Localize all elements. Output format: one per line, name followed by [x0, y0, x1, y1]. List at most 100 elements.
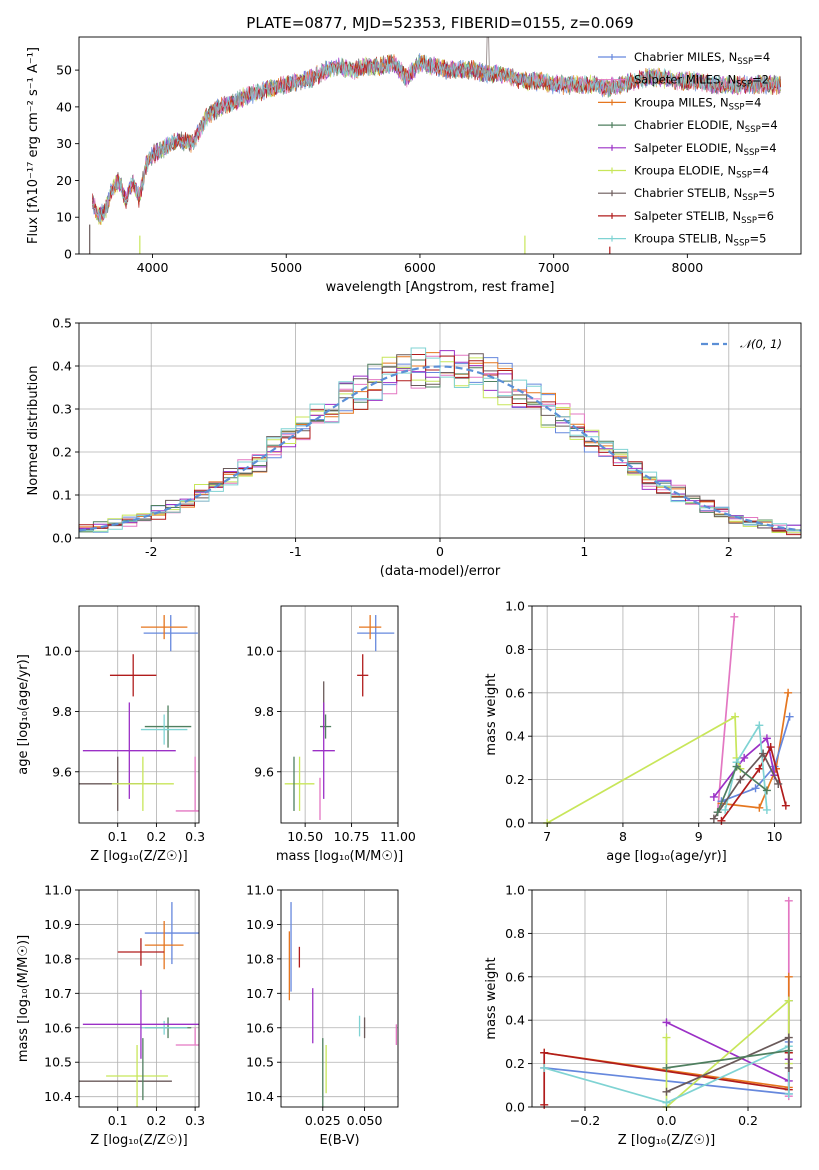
mass-weight-marker [766, 743, 775, 752]
x-tick-label: 6000 [404, 260, 436, 275]
mass-weight-marker [784, 972, 793, 981]
mass-weight-marker [730, 612, 739, 621]
histogram-step [78, 347, 801, 538]
x-tick-label: 0.1 [108, 829, 128, 844]
x-tick-label: 0 [436, 544, 444, 559]
mass-weight-marker [751, 784, 760, 793]
mass-weight-marker [784, 1046, 793, 1055]
x-tick-label: 7000 [538, 260, 570, 275]
x-tick-label: 10 [767, 829, 783, 844]
mass-weight-marker [755, 764, 764, 773]
mass-vs-metallicity-panel: 0.1 0.2 0.3 10.4 10.5 10.6 10.7 10.8 10.9 11.0 Z [… [16, 883, 205, 1149]
x-axis-label: E(B-V) [319, 1133, 359, 1148]
x-tick-label: 4000 [137, 260, 169, 275]
mass-weight-line [716, 616, 736, 813]
legend-label: Salpeter ELODIE, NSSP=4 [634, 141, 777, 158]
spectrum-line [92, 55, 782, 223]
y-tick-label: 0.3 [52, 402, 72, 417]
mass-weight-marker [731, 712, 740, 721]
legend-label: Kroupa MILES, NSSP=4 [634, 95, 761, 112]
legend-label: Chabrier ELODIE, NSSP=4 [634, 118, 778, 135]
y-tick-label: 10.7 [246, 986, 274, 1001]
mass-weight-line [713, 736, 776, 798]
y-axis-label: age [log₁₀(age/yr)] [16, 654, 31, 775]
mass-weight-marker [784, 996, 793, 1005]
y-tick-label: 10.6 [246, 1020, 274, 1035]
mass-weight-marker [784, 896, 793, 905]
plot-area [288, 902, 397, 1107]
y-tick-label: 50 [56, 63, 72, 78]
age-vs-metallicity-panel: 0.1 0.2 0.3 9.6 9.8 10.0 Z [log₁₀(Z/Z☉)] age [l… [16, 605, 205, 864]
mass-weight-line [713, 752, 780, 820]
mass-weight-marker [662, 1087, 671, 1096]
mass-weight-marker [662, 1033, 671, 1042]
mass-weight-line [724, 722, 768, 811]
mass-weight-marker [784, 1063, 793, 1072]
spectrum-legend: Chabrier MILES, NSSP=4 Salpeter MILES, NS… [598, 50, 778, 249]
y-tick-label: 0.4 [505, 1013, 525, 1028]
mass-weight-marker [781, 801, 790, 810]
x-tick-label: 7 [543, 829, 551, 844]
x-axis-label: age [log₁₀(age/yr)] [606, 849, 727, 864]
y-axis-label: Normed distribution [26, 366, 41, 496]
axes-frame: 0.025 0.050 10.4 10.5 10.6 10.7 10.8 10.9 11.0 E(… [246, 883, 399, 1148]
mass-weight-marker [774, 779, 783, 788]
x-tick-label: 2 [725, 544, 733, 559]
mass-weight-line [546, 715, 742, 824]
plot-area [79, 615, 199, 812]
x-tick-label: 5000 [270, 260, 302, 275]
mass-weight-marker [762, 805, 771, 814]
y-axis-label: mass weight [484, 957, 499, 1039]
y-tick-label: 10.8 [44, 951, 72, 966]
mass-weight-line [665, 998, 790, 1109]
y-tick-label: 9.6 [254, 764, 274, 779]
y-tick-label: 10.0 [44, 644, 72, 659]
y-tick-label: 9.6 [52, 764, 72, 779]
mass-weight-line [721, 692, 789, 809]
x-axis-label: Z [log₁₀(Z/Z☉)] [618, 1133, 715, 1148]
y-tick-label: 40 [56, 99, 72, 114]
plot-area [79, 902, 199, 1107]
x-tick-label: −0.2 [570, 1113, 600, 1128]
mass-weight-marker [784, 1089, 793, 1098]
legend-label: Kroupa ELODIE, NSSP=4 [634, 164, 769, 181]
spectrum-panel: 4000 5000 6000 7000 8000 0 10 20 30 40 50 wavelengt… [26, 36, 802, 295]
x-axis-label: (data-model)/error [380, 564, 501, 579]
y-tick-label: 0.2 [52, 445, 72, 460]
y-axis-label: mass [log₁₀(M/M☉)] [16, 935, 31, 1062]
legend-label: Chabrier STELIB, NSSP=5 [634, 186, 775, 203]
mass-weight-marker [662, 1018, 671, 1027]
y-axis-label: mass weight [484, 673, 499, 755]
mass-weight-marker [784, 688, 793, 697]
x-tick-label: 8000 [671, 260, 703, 275]
x-axis-label: Z [log₁₀(Z/Z☉)] [90, 849, 187, 864]
x-axis-label: wavelength [Angstrom, rest frame] [326, 280, 555, 295]
y-tick-label: 10.9 [44, 917, 72, 932]
y-tick-label: 0.8 [505, 926, 525, 941]
legend-label: Salpeter STELIB, NSSP=6 [634, 209, 774, 226]
y-tick-label: 1.0 [505, 599, 525, 614]
mass-weight-marker [540, 1100, 549, 1109]
y-tick-label: 11.0 [44, 883, 72, 898]
x-tick-label: 10.75 [334, 829, 370, 844]
mass-weight-marker [740, 753, 749, 762]
age-vs-mass-panel: 10.50 10.75 11.00 9.6 9.8 10.0 mass [log₁₀(M/M… [246, 605, 416, 864]
mass-weight-marker [709, 814, 718, 823]
x-axis-label: mass [log₁₀(M/M☉)] [276, 849, 403, 864]
mass-weight-marker [709, 792, 718, 801]
plot-area [78, 347, 802, 538]
axes-frame: −0.2 0.0 0.2 0.0 0.2 0.4 0.6 0.8 1.0 Z [log₁₀(Z/Z… [484, 883, 802, 1148]
x-tick-label: 0.3 [185, 829, 205, 844]
x-tick-label: 0.2 [738, 1113, 758, 1128]
mass-weight-marker [732, 762, 741, 771]
y-tick-label: 9.8 [254, 704, 274, 719]
y-tick-label: 0.6 [505, 969, 525, 984]
mass-weight-marker [717, 816, 726, 825]
y-tick-label: 1.0 [505, 883, 525, 898]
y-tick-label: 0.5 [52, 316, 72, 331]
y-tick-label: 0.0 [505, 1100, 525, 1115]
residuals-panel: -2 -1 0 1 2 0.0 0.1 0.2 0.3 0.4 0.5 (data-model)/er… [26, 316, 802, 579]
x-tick-label: 9 [695, 829, 703, 844]
y-tick-label: 11.0 [246, 883, 274, 898]
